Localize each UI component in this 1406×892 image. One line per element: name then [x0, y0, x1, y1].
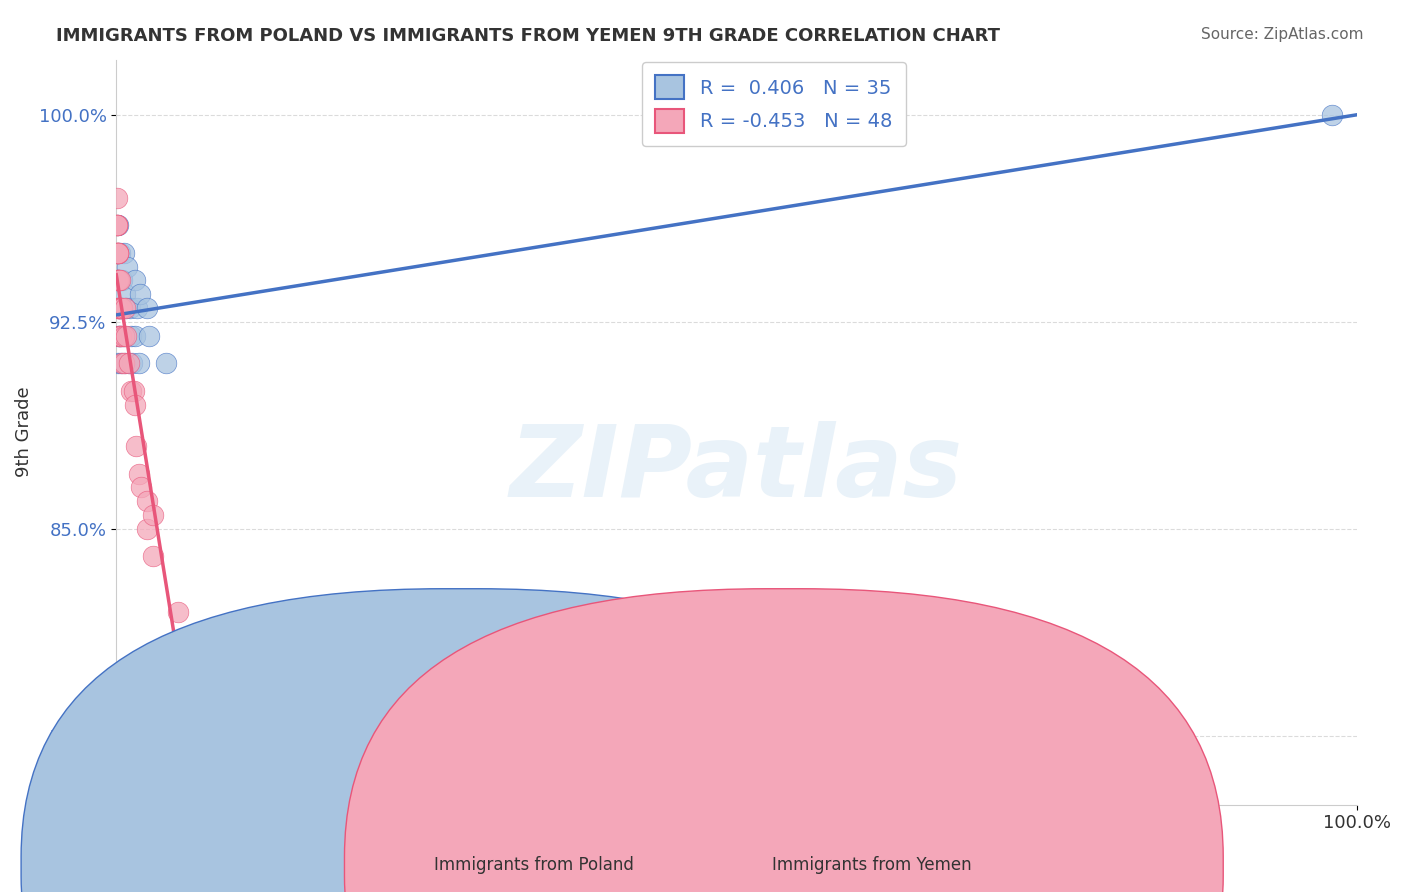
Point [107, 245, 129, 260]
Point [110, 301, 132, 315]
Point [115, 301, 138, 315]
Point [107, 328, 129, 343]
Point [107, 301, 129, 315]
Point [114, 356, 136, 370]
Legend: R =  0.406   N = 35, R = -0.453   N = 48: R = 0.406 N = 35, R = -0.453 N = 48 [641, 62, 905, 146]
Point [112, 328, 135, 343]
Point [108, 245, 131, 260]
Text: IMMIGRANTS FROM POLAND VS IMMIGRANTS FROM YEMEN 9TH GRADE CORRELATION CHART: IMMIGRANTS FROM POLAND VS IMMIGRANTS FRO… [56, 27, 1000, 45]
Point [107, 301, 129, 315]
Point [107, 218, 129, 232]
Text: Source: ZipAtlas.com: Source: ZipAtlas.com [1201, 27, 1364, 42]
Point [105, 273, 128, 287]
Point [107, 356, 129, 370]
Point [107, 273, 129, 287]
Point [114, 301, 136, 315]
Point [128, 356, 150, 370]
Point [111, 273, 134, 287]
Point [108, 328, 131, 343]
Point [108, 301, 131, 315]
Point [124, 328, 146, 343]
Point [105, 190, 128, 204]
Point [107, 245, 129, 260]
Point [155, 356, 177, 370]
Point [107, 301, 129, 315]
Point [118, 356, 141, 370]
Text: Immigrants from Yemen: Immigrants from Yemen [772, 856, 972, 874]
Point [105, 218, 128, 232]
Point [105, 245, 128, 260]
Point [127, 301, 149, 315]
Point [107, 273, 129, 287]
Text: Immigrants from Poland: Immigrants from Poland [434, 856, 634, 874]
Point [105, 245, 128, 260]
Point [111, 301, 134, 315]
Point [120, 328, 142, 343]
Point [121, 356, 143, 370]
Point [128, 467, 150, 481]
Point [107, 245, 129, 260]
Point [129, 480, 152, 494]
Point [142, 549, 165, 564]
Point [111, 301, 134, 315]
Point [107, 273, 129, 287]
Point [112, 245, 135, 260]
Point [114, 287, 136, 301]
Point [122, 384, 145, 398]
Point [110, 356, 132, 370]
Point [105, 245, 128, 260]
Point [142, 508, 165, 522]
Point [107, 245, 129, 260]
Point [1322, 108, 1344, 122]
Y-axis label: 9th Grade: 9th Grade [15, 387, 32, 477]
Point [108, 328, 131, 343]
Point [108, 301, 131, 315]
Point [117, 260, 139, 274]
Point [107, 301, 129, 315]
Point [136, 301, 159, 315]
Text: ZIPatlas: ZIPatlas [510, 421, 963, 518]
Point [136, 494, 159, 508]
Point [118, 356, 141, 370]
Point [125, 439, 148, 453]
Point [107, 301, 129, 315]
Point [107, 328, 129, 343]
Point [128, 287, 150, 301]
Point [108, 273, 131, 287]
Point [107, 273, 129, 287]
Point [110, 301, 132, 315]
Point [136, 522, 159, 536]
Point [180, 632, 202, 646]
Point [111, 356, 134, 370]
Point [124, 398, 146, 412]
Point [107, 273, 129, 287]
Point [105, 218, 128, 232]
Point [112, 328, 135, 343]
Point [105, 218, 128, 232]
Point [118, 301, 141, 315]
Point [108, 273, 131, 287]
Point [107, 301, 129, 315]
Point [107, 273, 129, 287]
Point [111, 328, 134, 343]
Point [107, 245, 129, 260]
Point [110, 328, 132, 343]
Point [105, 218, 128, 232]
Point [167, 605, 190, 619]
Point [138, 328, 160, 343]
Point [124, 273, 146, 287]
Point [120, 384, 142, 398]
Point [107, 328, 129, 343]
Point [112, 356, 135, 370]
Point [115, 328, 138, 343]
